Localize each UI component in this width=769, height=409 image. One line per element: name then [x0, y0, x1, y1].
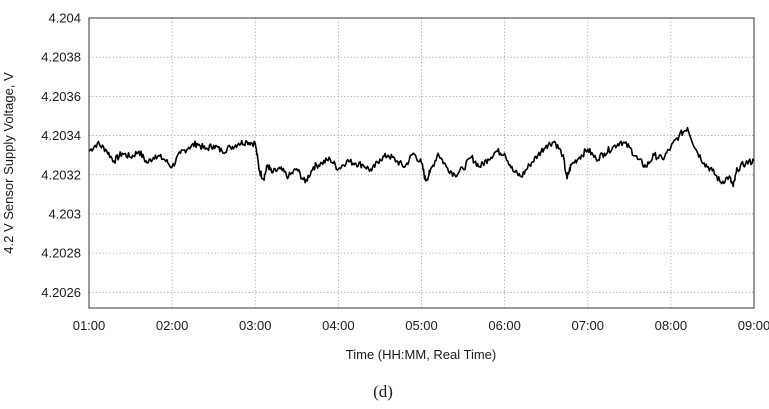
x-axis-title: Time (HH:MM, Real Time): [346, 347, 496, 362]
y-tick-label: 4.2038: [41, 50, 81, 65]
x-tick-label: 08:00: [655, 318, 688, 333]
x-axis-ticks: 01:00 02:00 03:00 04:00 05:00 06:00 07:00 08:00…: [73, 318, 769, 333]
y-tick-label: 4.2034: [41, 128, 81, 143]
figure-caption: (d): [373, 382, 393, 401]
y-tick-label: 4.2028: [41, 246, 81, 261]
y-tick-label: 4.203: [48, 206, 81, 221]
y-tick-label: 4.204: [48, 11, 81, 26]
x-tick-label: 01:00: [73, 318, 106, 333]
x-tick-label: 02:00: [156, 318, 189, 333]
series-line: [88, 126, 755, 188]
y-tick-label: 4.2036: [41, 89, 81, 104]
y-axis-title: 4.2 V Sensor Supply Voltage, V: [1, 72, 16, 254]
x-tick-label: 05:00: [405, 318, 438, 333]
plot-frame: [88, 17, 755, 309]
y-tick-label: 4.2032: [41, 167, 81, 182]
x-tick-label: 09:00: [738, 318, 769, 333]
y-tick-label: 4.2026: [41, 285, 81, 300]
x-tick-label: 06:00: [488, 318, 521, 333]
x-tick-label: 03:00: [239, 318, 272, 333]
x-tick-label: 04:00: [322, 318, 355, 333]
x-tick-label: 07:00: [571, 318, 604, 333]
grid-lines: [89, 18, 754, 308]
y-axis-ticks: 4.204 4.2038 4.2036 4.2034 4.2032 4.203 4.2028…: [41, 11, 81, 300]
